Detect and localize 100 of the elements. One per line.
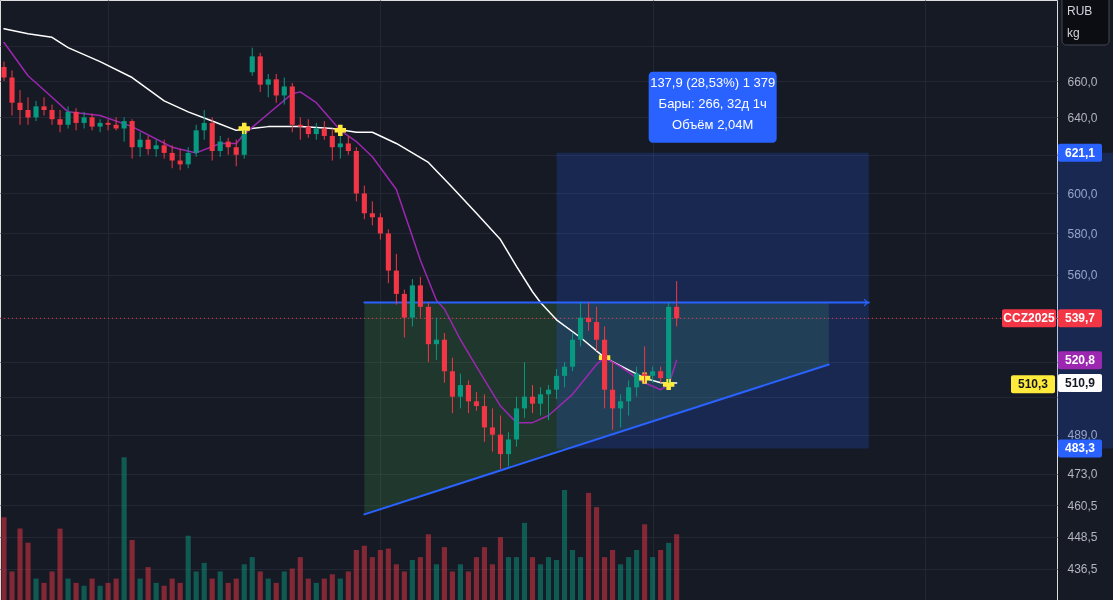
bar — [465, 571, 472, 600]
bar — [41, 582, 47, 600]
bar — [473, 557, 480, 600]
bar — [121, 457, 127, 600]
bar — [618, 564, 624, 600]
candlestick — [169, 144, 175, 169]
candlestick — [594, 306, 600, 352]
candlestick — [634, 366, 640, 398]
bar — [545, 557, 552, 600]
candlestick — [121, 116, 127, 143]
candlestick — [626, 379, 632, 416]
bar — [105, 582, 111, 600]
bar — [401, 571, 407, 600]
candlestick — [473, 391, 480, 412]
bar — [201, 562, 207, 600]
bar — [594, 507, 600, 600]
bar — [209, 578, 215, 600]
candlestick — [321, 120, 327, 141]
candlestick — [25, 96, 31, 126]
bar — [561, 490, 568, 600]
candlestick — [529, 384, 536, 414]
bar — [489, 564, 496, 600]
bar — [385, 548, 391, 600]
bar — [537, 564, 544, 600]
candlestick — [33, 100, 39, 122]
bar — [457, 564, 463, 600]
bar — [481, 547, 488, 600]
y-tick-label: 560,0 — [1067, 268, 1098, 283]
bar — [441, 547, 447, 600]
annotation: 510,9 — [1064, 375, 1096, 390]
bar — [129, 540, 135, 600]
candlestick — [489, 407, 496, 453]
candlestick — [73, 107, 79, 131]
bar — [666, 542, 672, 600]
bar — [602, 557, 608, 600]
y-tick-label: 640,0 — [1067, 110, 1098, 125]
bar — [113, 578, 119, 600]
bar — [25, 542, 31, 600]
bar — [265, 578, 271, 600]
candlestick — [610, 361, 616, 431]
bar — [273, 582, 279, 600]
bar — [145, 567, 151, 600]
candlestick — [329, 127, 335, 162]
bar — [377, 550, 383, 600]
bar — [369, 557, 375, 600]
bar — [353, 550, 359, 600]
bar — [217, 571, 223, 600]
candlestick — [401, 289, 407, 338]
y-tick-label: 448,5 — [1067, 530, 1098, 545]
bar — [137, 578, 143, 600]
bar — [529, 557, 536, 600]
candlestick — [153, 139, 159, 158]
bar — [313, 582, 319, 600]
bar — [497, 537, 504, 600]
bar — [569, 550, 576, 600]
candlestick — [393, 253, 399, 306]
bar — [73, 582, 79, 600]
candlestick — [17, 89, 23, 126]
annotation: 483,3 — [1064, 441, 1096, 456]
bar — [449, 571, 455, 600]
bar — [17, 528, 23, 600]
bar — [650, 557, 656, 600]
bar — [642, 524, 648, 600]
point — [334, 124, 347, 137]
annotation: 520,8 — [1064, 353, 1096, 368]
candlestick — [185, 146, 191, 169]
bar — [585, 492, 592, 600]
text: kg — [1067, 26, 1080, 40]
candlestick — [1, 61, 7, 82]
candlestick — [137, 131, 143, 158]
bar — [305, 578, 311, 600]
bar — [233, 578, 239, 600]
y-tick-label: 489,0 — [1067, 428, 1098, 443]
bar — [577, 557, 584, 600]
bar — [553, 560, 560, 600]
ref-line-label: CCZ2025 — [1003, 311, 1055, 326]
bar — [193, 571, 199, 600]
bar — [9, 571, 15, 600]
candlestick — [674, 280, 680, 327]
candlestick — [361, 185, 367, 220]
candlestick — [337, 135, 343, 160]
candlestick — [553, 368, 560, 400]
y-tick-label: 580,0 — [1067, 226, 1098, 241]
candlestick — [273, 73, 279, 104]
bar — [337, 578, 343, 600]
point — [662, 378, 675, 391]
candlestick — [505, 431, 512, 467]
candlestick — [97, 118, 103, 133]
y-tick-label: 460,5 — [1067, 498, 1098, 513]
bar — [610, 550, 616, 600]
annotation: 539,7 — [1064, 311, 1096, 326]
candlestick — [41, 96, 47, 117]
candlestick — [537, 386, 544, 416]
candlestick — [57, 109, 63, 133]
bar — [185, 535, 191, 600]
y-tick-label: 436,5 — [1067, 562, 1098, 577]
bar — [1, 517, 7, 600]
candlestick — [305, 118, 311, 139]
text: RUB — [1067, 4, 1093, 18]
candlestick — [201, 109, 207, 141]
